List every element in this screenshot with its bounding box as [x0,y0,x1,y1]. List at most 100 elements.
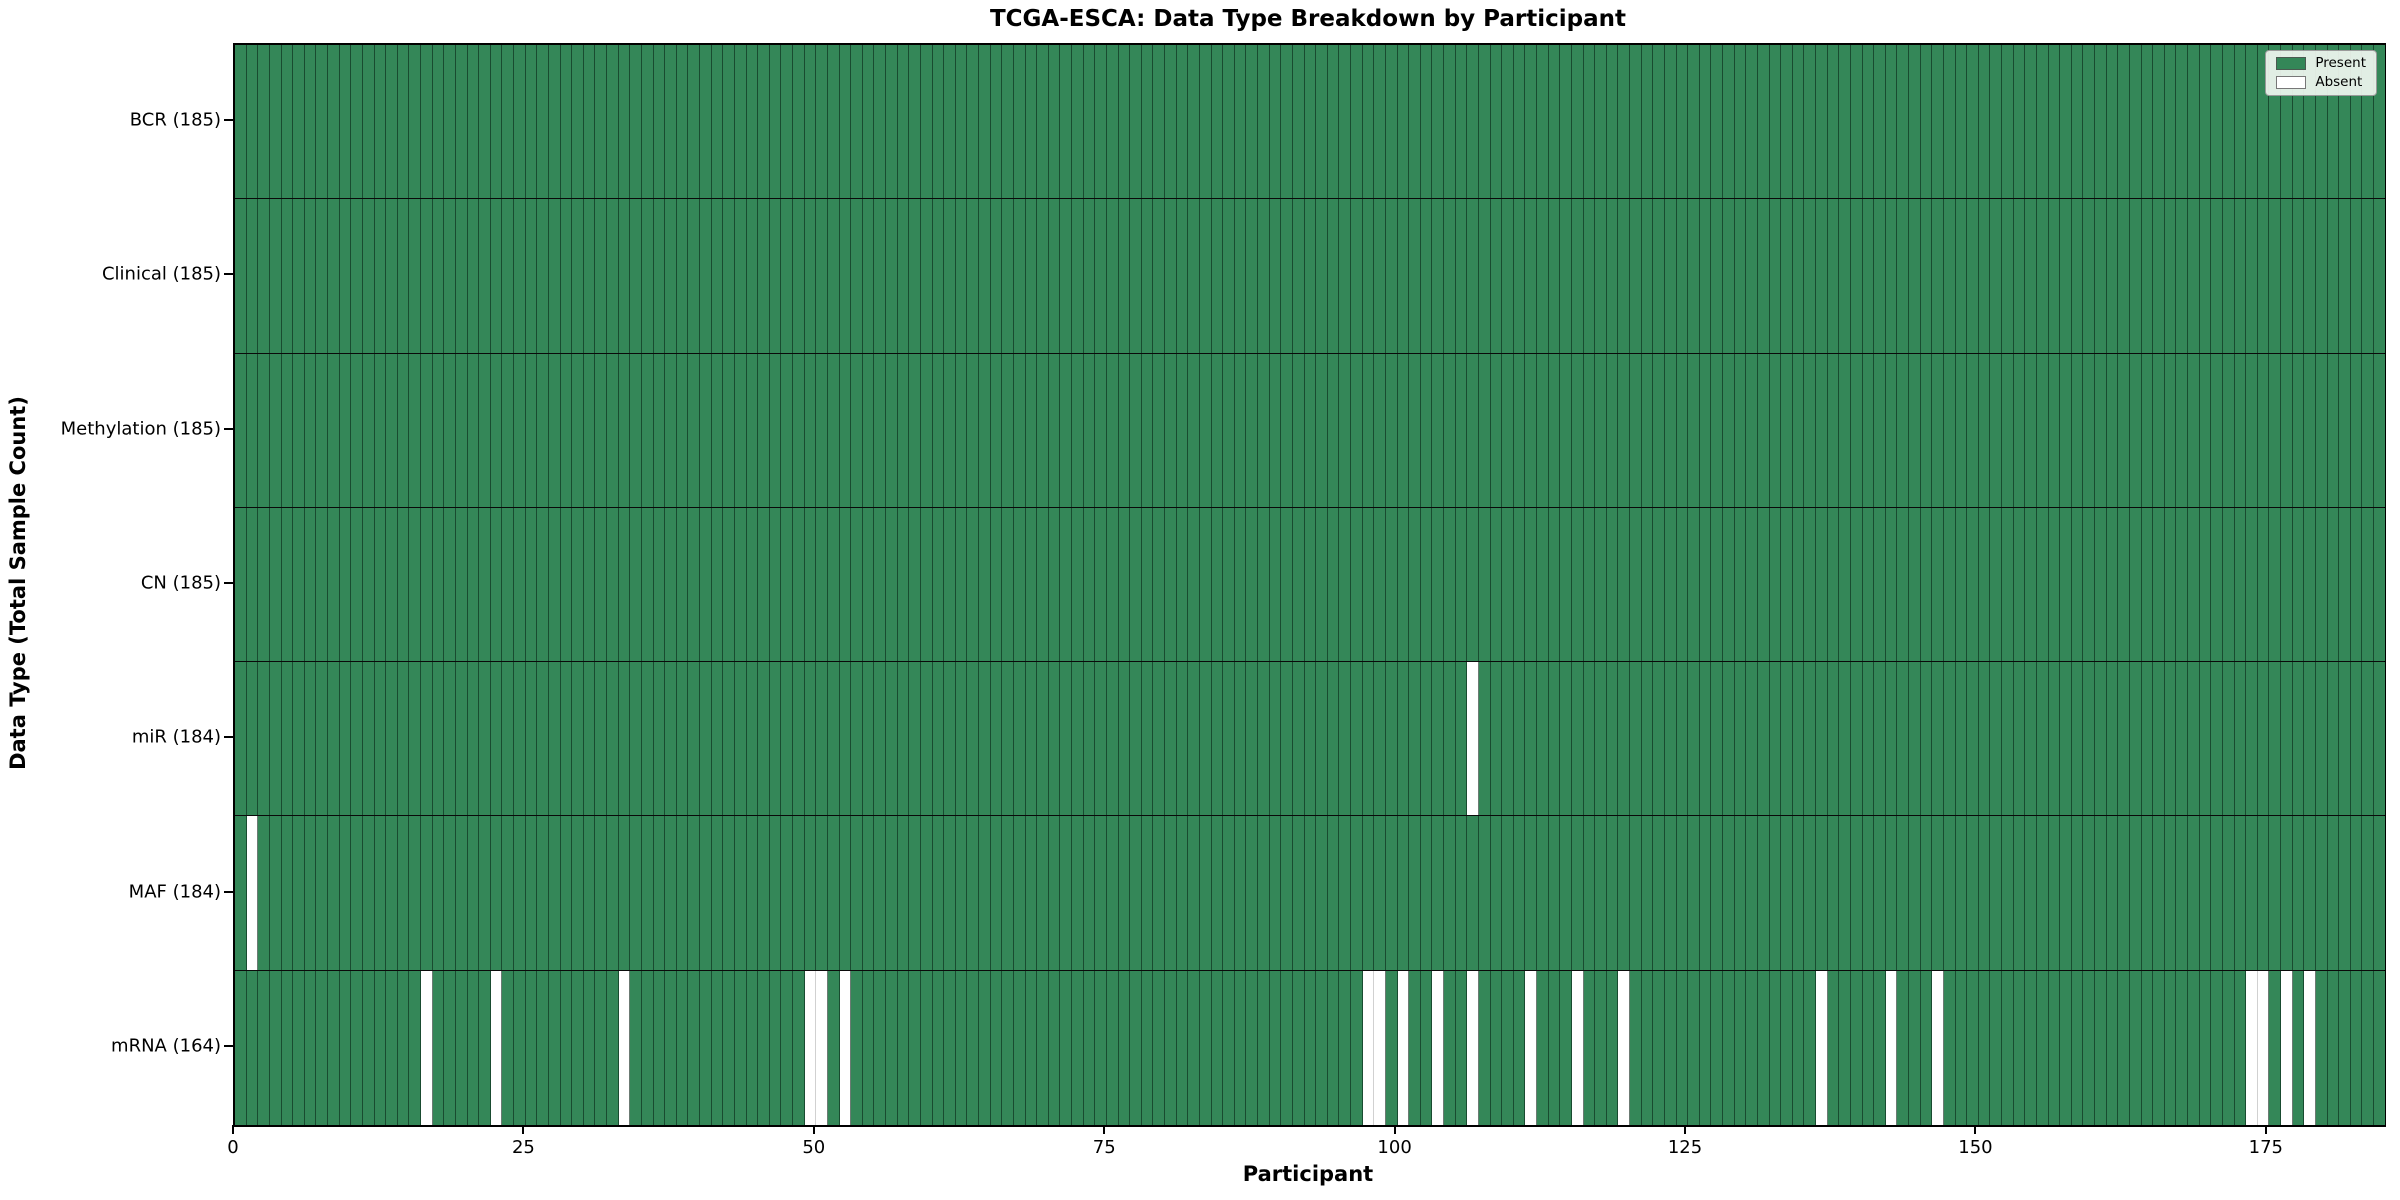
cell-CN-57 [897,507,910,662]
cell-MAF-62 [955,816,968,970]
cell-Clinical-102 [1420,199,1433,353]
cell-mRNA-157 [2060,970,2072,1125]
cell-CN-35 [641,507,654,662]
cell-BCR-164 [2141,45,2154,199]
xtick-mark-25 [522,1125,525,1134]
cell-CN-76 [1118,507,1131,662]
cell-BCR-103 [1432,45,1444,199]
cell-MAF-20 [467,816,480,970]
cell-BCR-178 [2304,45,2316,199]
cell-miR-50 [816,662,828,816]
cell-BCR-60 [932,45,945,199]
cell-Clinical-1 [246,199,259,353]
cell-CN-95 [1339,507,1351,662]
cell-mRNA-134 [1792,970,1805,1125]
cell-miR-55 [874,662,886,816]
cell-miR-153 [2013,662,2026,816]
cell-Methylation-103 [1432,353,1444,507]
cell-Methylation-136 [1816,353,1828,507]
cell-Methylation-170 [2211,353,2223,507]
cell-CN-166 [2164,507,2177,662]
cell-BCR-162 [2118,45,2130,199]
cell-Clinical-156 [2048,199,2061,353]
cell-CN-73 [1083,507,1096,662]
cell-BCR-39 [688,45,700,199]
cell-miR-95 [1339,662,1351,816]
cell-mRNA-38 [676,970,689,1125]
cell-Clinical-42 [723,199,735,353]
cell-Clinical-15 [409,199,421,353]
cell-BCR-69 [1037,45,1049,199]
cell-Methylation-168 [2188,353,2200,507]
cell-mRNA-110 [1513,970,1526,1125]
cell-mRNA-146 [1932,970,1944,1125]
cell-BCR-25 [525,45,538,199]
cell-mRNA-136 [1816,970,1828,1125]
cell-CN-133 [1781,507,1793,662]
cell-BCR-36 [653,45,666,199]
cell-miR-121 [1641,662,1654,816]
cell-MAF-159 [2083,816,2095,970]
cell-Clinical-171 [2222,199,2235,353]
cell-BCR-149 [1967,45,1979,199]
cell-Clinical-99 [1385,199,1398,353]
cell-mRNA-173 [2246,970,2258,1125]
cell-Methylation-144 [1909,353,1921,507]
cell-CN-130 [1746,507,1758,662]
cell-Methylation-145 [1920,353,1933,507]
cell-BCR-72 [1072,45,1084,199]
cell-Clinical-111 [1525,199,1537,353]
cell-CN-68 [1025,507,1038,662]
cell-BCR-15 [409,45,421,199]
cell-CN-7 [316,507,328,662]
cell-MAF-176 [2281,816,2293,970]
cell-MAF-76 [1118,816,1131,970]
cell-Methylation-2 [258,353,270,507]
cell-mRNA-77 [1130,970,1142,1125]
cell-MAF-125 [1688,816,1700,970]
cell-miR-63 [967,662,979,816]
cell-Clinical-10 [351,199,363,353]
cell-BCR-16 [421,45,433,199]
cell-BCR-38 [676,45,689,199]
cell-Clinical-53 [851,199,863,353]
cell-CN-129 [1734,507,1747,662]
cell-miR-1 [246,662,259,816]
cell-miR-82 [1188,662,1200,816]
cell-BCR-104 [1444,45,1456,199]
cell-Clinical-127 [1711,199,1723,353]
cell-miR-151 [1990,662,2002,816]
cell-mRNA-137 [1827,970,1840,1125]
cell-Clinical-32 [607,199,619,353]
cell-BCR-160 [2095,45,2107,199]
cell-Clinical-134 [1792,199,1805,353]
cell-mRNA-165 [2153,970,2165,1125]
cell-Clinical-6 [304,199,317,353]
cell-mRNA-160 [2095,970,2107,1125]
cell-Methylation-71 [1060,353,1072,507]
cell-BCR-157 [2060,45,2072,199]
cell-CN-138 [1839,507,1851,662]
cell-Methylation-164 [2141,353,2154,507]
cell-BCR-86 [1234,45,1247,199]
cell-miR-37 [665,662,677,816]
cell-miR-85 [1223,662,1235,816]
cell-mRNA-99 [1385,970,1398,1125]
cell-CN-124 [1676,507,1689,662]
xtick-label-150: 150 [1958,1137,1993,1158]
cell-miR-119 [1618,662,1630,816]
cell-mRNA-33 [618,970,631,1125]
cell-MAF-0 [235,816,247,970]
cell-Clinical-69 [1037,199,1049,353]
cell-Methylation-94 [1327,353,1340,507]
cell-CN-182 [2350,507,2363,662]
cell-mRNA-126 [1699,970,1712,1125]
y-axis-ticks: BCR (185) Clinical (185) Methylation (185)… [0,43,233,1123]
cell-Clinical-135 [1804,199,1816,353]
cell-BCR-88 [1258,45,1270,199]
cell-Methylation-163 [2129,353,2142,507]
cell-Clinical-150 [1978,199,1991,353]
cell-MAF-130 [1746,816,1758,970]
cell-Clinical-76 [1118,199,1131,353]
cell-CN-2 [258,507,270,662]
